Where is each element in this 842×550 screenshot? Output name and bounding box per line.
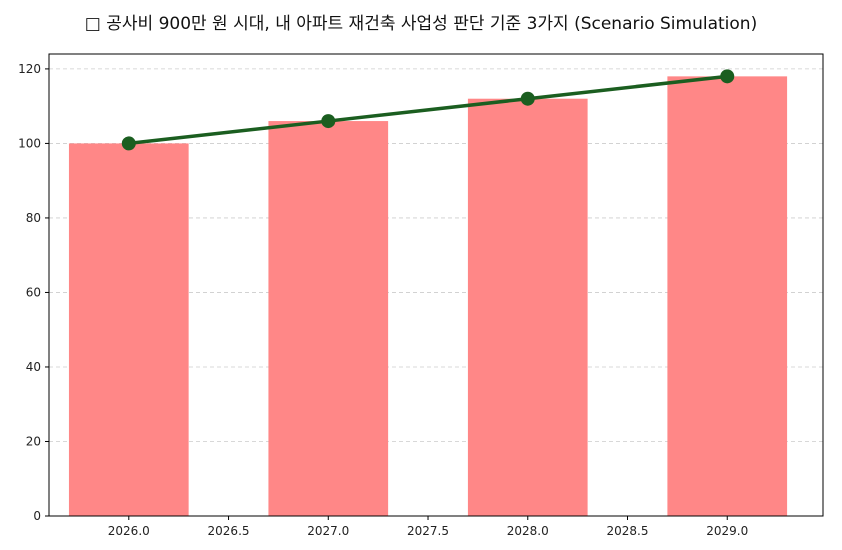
bar-2026 (68, 143, 189, 516)
y-tick-label: 20 (26, 434, 41, 448)
line-point-2029 (720, 69, 735, 84)
y-tick-label: 80 (26, 211, 41, 225)
trend-line-series (121, 69, 735, 151)
line-point-2028 (520, 91, 535, 106)
bar-2028 (467, 98, 588, 516)
y-tick-label: 60 (26, 285, 41, 299)
x-tick-label: 2026.0 (108, 524, 150, 538)
x-tick-label: 2027.5 (407, 524, 449, 538)
x-tick-label: 2026.5 (208, 524, 250, 538)
x-tick-label: 2029.0 (706, 524, 748, 538)
trend-line (128, 74, 728, 146)
plot-frame (48, 53, 824, 517)
bars (68, 76, 788, 517)
y-tick-label: 100 (18, 136, 41, 150)
bar-2027 (268, 121, 389, 516)
y-tick-label: 0 (33, 509, 41, 523)
axis-ticks: 0 20 40 60 80 100 120 2026.0 2026.5 2027.0 2027.5 2… (18, 62, 748, 538)
bar-2029 (667, 76, 788, 517)
y-tick-label: 120 (18, 62, 41, 76)
x-tick-label: 2027.0 (307, 524, 349, 538)
line-point-2027 (321, 114, 336, 129)
x-tick-label: 2028.0 (507, 524, 549, 538)
x-tick-label: 2028.5 (607, 524, 649, 538)
chart-title: □ 공사비 900만 원 시대, 내 아파트 재건축 사업성 판단 기준 3가지… (84, 14, 758, 34)
line-point-2026 (121, 136, 136, 151)
y-tick-label: 40 (26, 360, 41, 374)
